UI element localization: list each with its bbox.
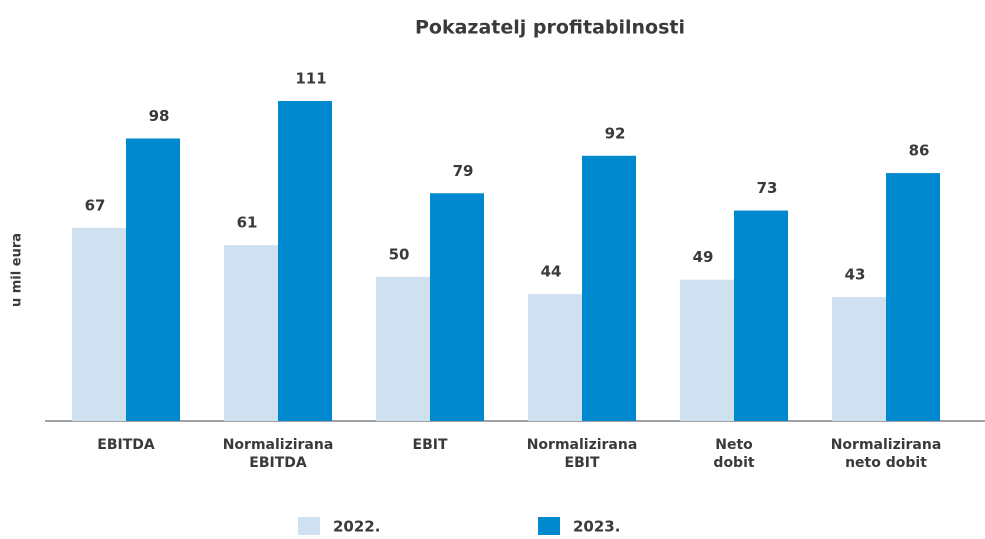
bar: [278, 101, 332, 421]
x-tick-label: Normalizirana EBIT: [527, 437, 638, 471]
bar: [886, 173, 940, 421]
x-tick-label: EBIT: [413, 437, 448, 453]
x-tick-label-line: EBIT: [413, 437, 448, 453]
value-label: 44: [541, 263, 562, 281]
value-label: 49: [693, 248, 714, 266]
legend-swatch: [298, 517, 320, 535]
x-tick-label: Neto dobit: [713, 437, 754, 471]
value-label: 61: [237, 214, 258, 232]
bar: [224, 245, 278, 421]
legend-swatch: [538, 517, 560, 535]
bar: [734, 210, 788, 421]
x-tick-label-line: EBIT: [565, 455, 600, 471]
x-tick-label: Normalizirana neto dobit: [831, 437, 942, 471]
bar: [430, 193, 484, 421]
bar: [832, 297, 886, 421]
value-label: 79: [453, 162, 474, 180]
x-tick-label-line: EBITDA: [97, 437, 155, 453]
bar: [376, 276, 430, 421]
y-axis-label: u mil eura: [10, 233, 25, 307]
x-tick-label-line: dobit: [713, 455, 754, 471]
x-tick-label: EBITDA: [97, 437, 155, 453]
value-label: 67: [85, 196, 106, 214]
x-tick-label-line: Normalizirana: [223, 437, 334, 453]
value-label: 86: [909, 142, 930, 160]
bar: [72, 227, 126, 421]
value-label: 43: [845, 266, 866, 284]
value-label: 92: [605, 124, 626, 142]
chart-title: Pokazatelj profitabilnosti: [415, 17, 685, 39]
x-tick-label: Normalizirana EBITDA: [223, 437, 334, 471]
bar: [528, 294, 582, 421]
x-tick-label-line: Normalizirana: [831, 437, 942, 453]
x-tick-label-line: Neto: [715, 437, 753, 453]
bar: [582, 155, 636, 421]
x-tick-label-line: EBITDA: [249, 455, 307, 471]
x-tick-label-line: neto dobit: [845, 455, 927, 471]
bar: [126, 138, 180, 421]
value-label: 98: [149, 107, 170, 125]
value-label: 111: [295, 70, 326, 88]
value-label: 73: [757, 179, 778, 197]
legend-label: 2022.: [333, 518, 380, 536]
x-tick-label-line: Normalizirana: [527, 437, 638, 453]
value-label: 50: [389, 245, 410, 263]
legend-label: 2023.: [573, 518, 620, 536]
bar: [680, 279, 734, 421]
